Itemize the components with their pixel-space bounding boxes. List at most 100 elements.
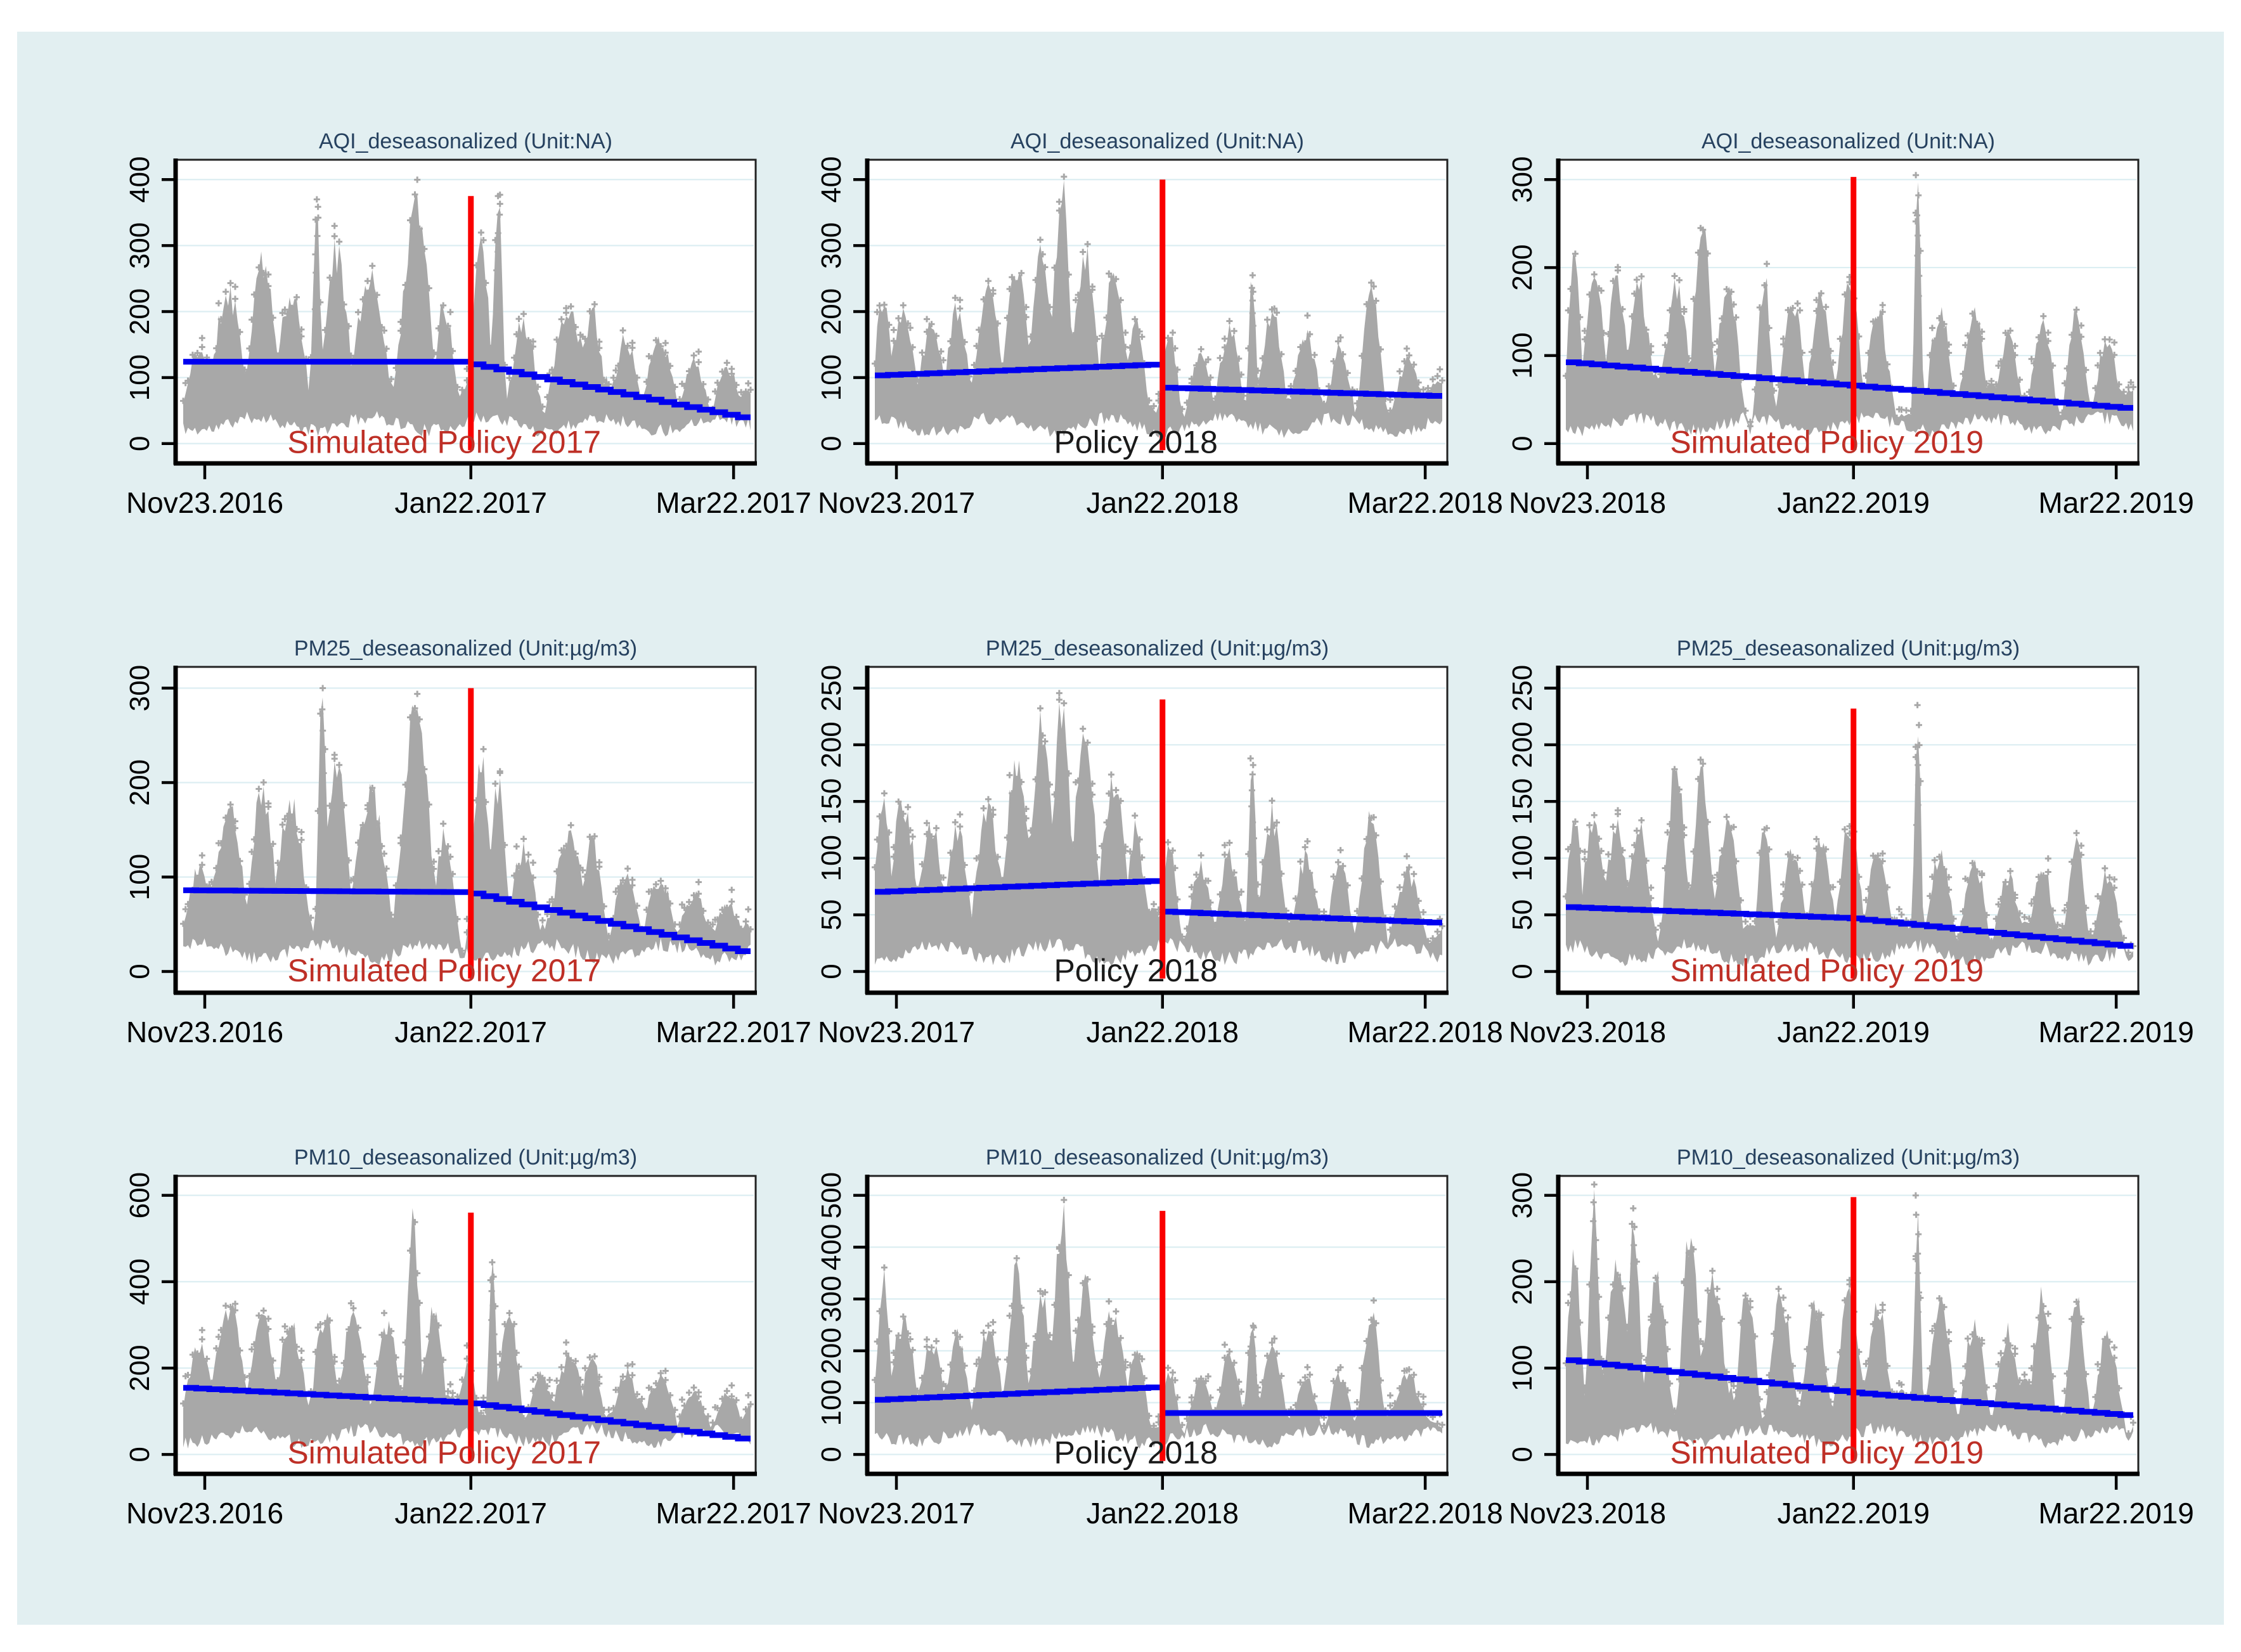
annotation: Simulated Policy 2019	[1670, 953, 1984, 988]
annotation: Policy 2018	[1054, 1435, 1218, 1471]
annotation: Policy 2018	[1054, 953, 1218, 988]
y-tick-label: 300	[124, 223, 155, 269]
trend-line	[875, 361, 1161, 378]
chart-title: PM25_deseasonalized (Unit:µg/m3)	[294, 636, 637, 661]
x-tick-label: Mar22.2017	[656, 1016, 811, 1049]
scatter-points	[180, 1218, 754, 1426]
x-tick-label: Nov23.2018	[1509, 1497, 1666, 1530]
trend-line	[470, 1400, 751, 1442]
y-tick-label: 300	[1507, 1172, 1538, 1218]
y-tick-label: 400	[816, 1224, 847, 1270]
chart-title: PM10_deseasonalized (Unit:µg/m3)	[986, 1145, 1329, 1170]
y-tick-label: 200	[816, 288, 847, 335]
trend-line	[470, 891, 751, 954]
y-tick-label: 0	[124, 1447, 155, 1462]
x-tick-label: Mar22.2018	[1347, 1016, 1503, 1049]
y-tick-label: 200	[1507, 721, 1538, 768]
x-tick-label: Jan22.2019	[1778, 486, 1930, 519]
x-tick-label: Jan22.2018	[1087, 486, 1239, 519]
scatter-cloud	[875, 180, 1442, 438]
chart-title: PM25_deseasonalized (Unit:µg/m3)	[1677, 636, 2020, 661]
subplot: Simulated Policy 2019 0 100 200 300 Nov23.201…	[1507, 129, 2194, 519]
trend-line	[1566, 1357, 2133, 1418]
y-tick-label: 0	[1507, 964, 1538, 979]
y-tick-label: 300	[816, 223, 847, 269]
x-tick-label: Jan22.2019	[1778, 1497, 1930, 1530]
x-tick-label: Nov23.2016	[126, 1497, 283, 1530]
annotation: Policy 2018	[1054, 424, 1218, 460]
trend-line	[1162, 908, 1442, 926]
x-tick-label: Mar22.2018	[1347, 1497, 1503, 1530]
scatter-cloud	[183, 1208, 751, 1449]
y-tick-label: 100	[124, 854, 155, 900]
y-tick-label: 200	[816, 1327, 847, 1374]
scatter-cloud	[183, 697, 751, 966]
scatter-cloud	[183, 194, 751, 437]
y-tick-label: 400	[124, 1258, 155, 1305]
y-tick-label: 100	[816, 354, 847, 401]
y-tick-label: 250	[816, 665, 847, 711]
trend-line	[183, 887, 470, 895]
x-tick-label: Jan22.2017	[395, 1497, 547, 1530]
annotation: Simulated Policy 2017	[287, 953, 601, 988]
x-tick-label: Jan22.2019	[1778, 1016, 1930, 1049]
annotation: Simulated Policy 2017	[287, 424, 601, 460]
y-tick-label: 50	[1507, 900, 1538, 931]
y-tick-label: 150	[816, 778, 847, 825]
y-tick-label: 100	[1507, 332, 1538, 378]
chart-title: AQI_deseasonalized (Unit:NA)	[1011, 129, 1304, 153]
scatter-points	[1563, 702, 2136, 956]
scatter-points	[1563, 172, 2136, 430]
chart-title: AQI_deseasonalized (Unit:NA)	[1702, 129, 1995, 153]
x-tick-label: Mar22.2017	[656, 1497, 811, 1530]
y-tick-label: 200	[124, 1345, 155, 1391]
x-tick-label: Mar22.2019	[2038, 486, 2194, 519]
scatter-cloud	[1566, 1189, 2133, 1449]
y-tick-label: 0	[816, 964, 847, 979]
scatter-cloud	[1566, 736, 2133, 967]
subplot: Policy 2018 0 100 200 300 400 500 Nov23.2017 Jan…	[816, 1145, 1503, 1530]
y-tick-label: 300	[1507, 157, 1538, 203]
y-tick-label: 200	[1507, 1258, 1538, 1305]
annotation: Simulated Policy 2019	[1670, 1435, 1984, 1471]
x-tick-label: Jan22.2017	[395, 1016, 547, 1049]
y-tick-label: 600	[124, 1172, 155, 1218]
subplot: Simulated Policy 2019 0 100 200 300 Nov23.201…	[1507, 1145, 2194, 1530]
trend-line	[875, 1384, 1161, 1403]
trend-line	[875, 878, 1161, 895]
x-tick-label: Nov23.2017	[818, 1016, 975, 1049]
y-tick-label: 200	[816, 721, 847, 768]
y-tick-label: 500	[816, 1172, 847, 1218]
y-tick-label: 100	[816, 1379, 847, 1426]
trend-line	[1566, 359, 2133, 411]
x-tick-label: Nov23.2016	[126, 1016, 283, 1049]
subplot: Simulated Policy 2017 0 100 200 300 400 Nov23.…	[124, 129, 811, 519]
trend-line	[1162, 385, 1442, 399]
y-tick-label: 0	[1507, 436, 1538, 451]
x-tick-label: Jan22.2017	[395, 486, 547, 519]
subplot: Simulated Policy 2019 0 50 100 150 200 250 Nov2…	[1507, 636, 2194, 1049]
y-tick-label: 0	[816, 1447, 847, 1462]
subplot: Policy 2018 0 100 200 300 400 Nov23.2017 Jan22.…	[816, 129, 1503, 519]
y-tick-label: 250	[1507, 665, 1538, 711]
y-tick-label: 200	[124, 288, 155, 335]
x-tick-label: Nov23.2018	[1509, 486, 1666, 519]
trend-line	[470, 361, 751, 420]
y-tick-label: 400	[124, 157, 155, 203]
y-tick-label: 200	[1507, 244, 1538, 290]
y-tick-label: 50	[816, 900, 847, 931]
scatter-points	[180, 685, 754, 954]
subplot: Simulated Policy 2017 0 200 400 600 Nov23.201…	[124, 1145, 811, 1530]
y-tick-label: 0	[816, 436, 847, 451]
x-tick-label: Mar22.2019	[2038, 1497, 2194, 1530]
y-tick-label: 100	[124, 354, 155, 401]
x-tick-label: Jan22.2018	[1087, 1016, 1239, 1049]
subplot: Policy 2018 0 50 100 150 200 250 Nov23.2017 Jan2…	[816, 636, 1503, 1049]
y-tick-label: 200	[124, 759, 155, 806]
y-tick-label: 0	[124, 436, 155, 451]
subplot: Simulated Policy 2017 0 100 200 300 Nov23.201…	[124, 636, 811, 1049]
trend-line	[183, 1384, 470, 1405]
y-tick-label: 300	[816, 1275, 847, 1322]
